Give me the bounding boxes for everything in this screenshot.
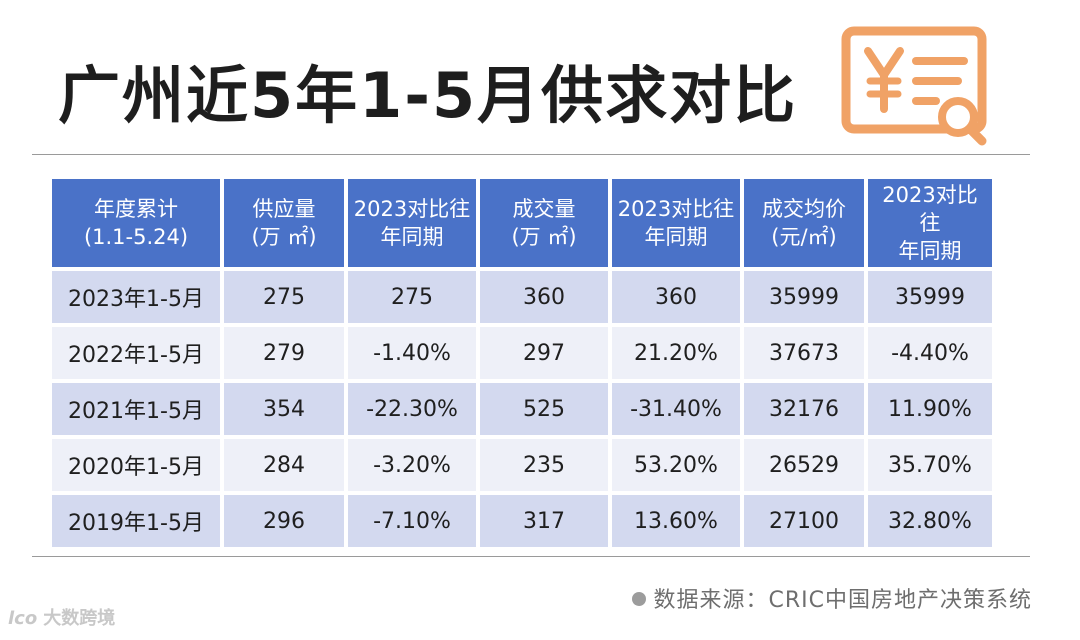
cell-price-compare: 35.70% <box>868 439 992 491</box>
table-row: 2020年1-5月 284 -3.20% 235 53.20% 26529 35… <box>52 439 992 491</box>
watermark-brand: lco 大数跨境 <box>8 604 115 630</box>
cell-transactions: 235 <box>480 439 608 491</box>
header-year: 年度累计 (1.1-5.24) <box>52 179 220 267</box>
cell-supply: 354 <box>224 383 344 435</box>
table-row: 2019年1-5月 296 -7.10% 317 13.60% 27100 32… <box>52 495 992 547</box>
cell-price-compare: 35999 <box>868 271 992 323</box>
cell-avg-price: 26529 <box>744 439 864 491</box>
table-row: 2023年1-5月 275 275 360 360 35999 35999 <box>52 271 992 323</box>
header-transactions-compare: 2023对比往 年同期 <box>612 179 740 267</box>
bullet-dot-icon <box>631 592 646 606</box>
cell-transactions: 297 <box>480 327 608 379</box>
cell-transactions: 525 <box>480 383 608 435</box>
cell-transactions-compare: 53.20% <box>612 439 740 491</box>
cell-avg-price: 27100 <box>744 495 864 547</box>
table-row: 2021年1-5月 354 -22.30% 525 -31.40% 32176 … <box>52 383 992 435</box>
cell-year: 2023年1-5月 <box>52 271 220 323</box>
header-avg-price: 成交均价 (元/㎡) <box>744 179 864 267</box>
supply-demand-table: 年度累计 (1.1-5.24) 供应量 (万 ㎡) 2023对比往 年同期 成交量 (万… <box>48 175 996 551</box>
brand-logo: lco <box>8 608 38 629</box>
cell-supply-compare: -22.30% <box>348 383 476 435</box>
data-source-note: 数据来源：CRIC中国房地产决策系统 <box>631 582 1033 614</box>
cell-avg-price: 35999 <box>744 271 864 323</box>
brand-text: 大数跨境 <box>43 608 116 629</box>
header-price-compare: 2023对比往 年同期 <box>868 179 992 267</box>
bottom-divider <box>32 556 1030 557</box>
cell-supply: 284 <box>224 439 344 491</box>
source-text: 数据来源：CRIC中国房地产决策系统 <box>653 588 1032 613</box>
cell-supply: 279 <box>224 327 344 379</box>
cell-supply-compare: -7.10% <box>348 495 476 547</box>
header-supply-compare: 2023对比往 年同期 <box>348 179 476 267</box>
cell-price-compare: -4.40% <box>868 327 992 379</box>
cell-transactions-compare: -31.40% <box>612 383 740 435</box>
cell-supply-compare: 275 <box>348 271 476 323</box>
cell-transactions-compare: 13.60% <box>612 495 740 547</box>
top-divider <box>32 154 1030 155</box>
cell-supply: 275 <box>224 271 344 323</box>
cell-supply-compare: -1.40% <box>348 327 476 379</box>
cell-year: 2020年1-5月 <box>52 439 220 491</box>
page-title: 广州近5年1-5月供求对比 <box>58 59 798 132</box>
cell-avg-price: 37673 <box>744 327 864 379</box>
receipt-yen-magnifier-icon <box>840 25 990 150</box>
cell-year: 2021年1-5月 <box>52 383 220 435</box>
cell-transactions: 360 <box>480 271 608 323</box>
cell-supply-compare: -3.20% <box>348 439 476 491</box>
header-transactions: 成交量 (万 ㎡) <box>480 179 608 267</box>
cell-transactions-compare: 21.20% <box>612 327 740 379</box>
cell-avg-price: 32176 <box>744 383 864 435</box>
cell-transactions-compare: 360 <box>612 271 740 323</box>
cell-supply: 296 <box>224 495 344 547</box>
cell-price-compare: 11.90% <box>868 383 992 435</box>
table-header-row: 年度累计 (1.1-5.24) 供应量 (万 ㎡) 2023对比往 年同期 成交量 (万… <box>52 179 992 267</box>
table-row: 2022年1-5月 279 -1.40% 297 21.20% 37673 -4… <box>52 327 992 379</box>
cell-price-compare: 32.80% <box>868 495 992 547</box>
header-supply: 供应量 (万 ㎡) <box>224 179 344 267</box>
cell-year: 2019年1-5月 <box>52 495 220 547</box>
cell-year: 2022年1-5月 <box>52 327 220 379</box>
cell-transactions: 317 <box>480 495 608 547</box>
